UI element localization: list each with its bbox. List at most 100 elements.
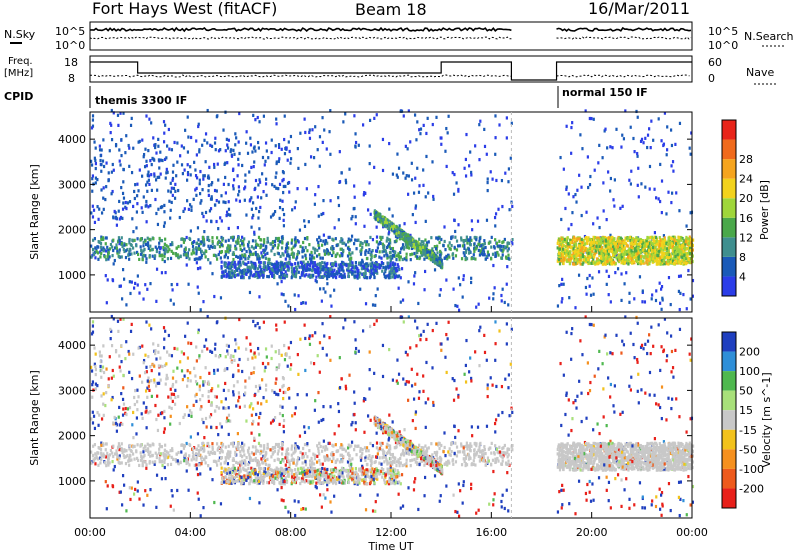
- power-cell: [435, 255, 438, 260]
- power-cell: [254, 118, 257, 122]
- power-cell: [136, 237, 139, 241]
- power-cell: [603, 242, 607, 246]
- power-cell: [478, 123, 481, 127]
- power-cell: [215, 198, 218, 203]
- power-cell: [474, 257, 477, 261]
- power-cell: [588, 246, 591, 250]
- y-tick-label: 3000: [58, 178, 86, 191]
- power-cell: [559, 259, 562, 263]
- colorbar-swatch: [722, 217, 736, 238]
- power-cell: [413, 239, 416, 243]
- power-cell: [343, 241, 346, 245]
- power-cell: [309, 155, 313, 159]
- power-cell: [651, 235, 654, 239]
- power-cell: [374, 217, 378, 221]
- power-cell: [266, 240, 269, 244]
- power-cell: [673, 249, 676, 253]
- power-cell: [227, 244, 230, 248]
- power-cell: [118, 284, 121, 288]
- power-cell: [323, 252, 327, 256]
- power-cell: [497, 207, 500, 211]
- power-cell: [655, 241, 658, 245]
- power-cell: [583, 256, 586, 260]
- power-cell: [90, 211, 93, 215]
- power-cell: [278, 240, 281, 244]
- power-cell: [664, 239, 667, 243]
- power-cell: [308, 273, 311, 277]
- power-cell: [654, 251, 657, 255]
- power-cell: [363, 190, 366, 195]
- power-cell: [392, 224, 395, 228]
- power-cell: [470, 238, 473, 242]
- power-cell: [592, 235, 595, 239]
- power-cell: [476, 219, 480, 223]
- power-cell: [398, 258, 401, 262]
- power-cell: [406, 147, 409, 151]
- power-cell: [219, 296, 223, 300]
- power-cell: [359, 287, 362, 291]
- power-cell: [118, 250, 121, 254]
- power-cell: [108, 149, 111, 153]
- power-cell: [381, 137, 385, 142]
- power-cell: [613, 204, 616, 208]
- power-cell: [629, 245, 632, 249]
- power-cell: [657, 250, 660, 254]
- power-cell: [287, 262, 291, 266]
- velocity-cell: [655, 495, 658, 499]
- power-cell: [661, 296, 664, 300]
- power-cell: [665, 212, 668, 216]
- power-cell: [192, 241, 195, 245]
- power-cell: [642, 248, 645, 252]
- power-cell: [673, 261, 676, 266]
- power-cell: [316, 248, 319, 253]
- power-cell: [240, 256, 243, 260]
- power-cell: [479, 250, 482, 254]
- power-cell: [129, 243, 132, 247]
- power-cell: [670, 143, 674, 148]
- power-cell: [397, 255, 401, 259]
- power-cell: [472, 256, 475, 261]
- power-cell: [275, 171, 278, 175]
- power-cell: [210, 144, 214, 148]
- power-cell: [578, 237, 581, 241]
- power-cell: [653, 239, 656, 243]
- power-cell: [225, 137, 228, 141]
- power-cell: [328, 130, 331, 134]
- power-cell: [500, 244, 503, 248]
- power-cell: [339, 265, 342, 269]
- power-cell: [205, 249, 208, 254]
- power-cell: [220, 275, 223, 279]
- velocity-cell: [570, 331, 573, 336]
- power-cell: [298, 265, 301, 269]
- power-cell: [202, 238, 206, 242]
- power-cell: [211, 241, 214, 245]
- power-cell: [457, 276, 460, 280]
- power-cell: [604, 238, 607, 242]
- power-cell: [202, 214, 205, 219]
- power-cell: [394, 275, 397, 279]
- power-cell: [620, 145, 623, 149]
- power-cell: [253, 230, 256, 234]
- power-cell: [396, 226, 400, 230]
- power-cell: [629, 238, 632, 242]
- power-cell: [637, 257, 640, 261]
- power-cell: [186, 171, 190, 175]
- power-cell: [311, 269, 314, 273]
- power-cell: [678, 245, 681, 249]
- power-cell: [567, 227, 570, 231]
- power-cell: [289, 157, 293, 161]
- power-cell: [382, 265, 385, 270]
- power-cell: [433, 260, 436, 264]
- power-cell: [197, 244, 201, 248]
- power-cell: [684, 240, 687, 244]
- power-cell: [182, 237, 185, 242]
- power-cell: [141, 174, 144, 178]
- power-cell: [102, 196, 105, 200]
- power-cell: [588, 284, 591, 288]
- power-cell: [682, 292, 685, 297]
- power-cell: [356, 272, 360, 276]
- power-cell: [118, 199, 121, 204]
- power-cell: [602, 181, 605, 185]
- power-cell: [652, 243, 655, 247]
- power-cell: [332, 247, 335, 251]
